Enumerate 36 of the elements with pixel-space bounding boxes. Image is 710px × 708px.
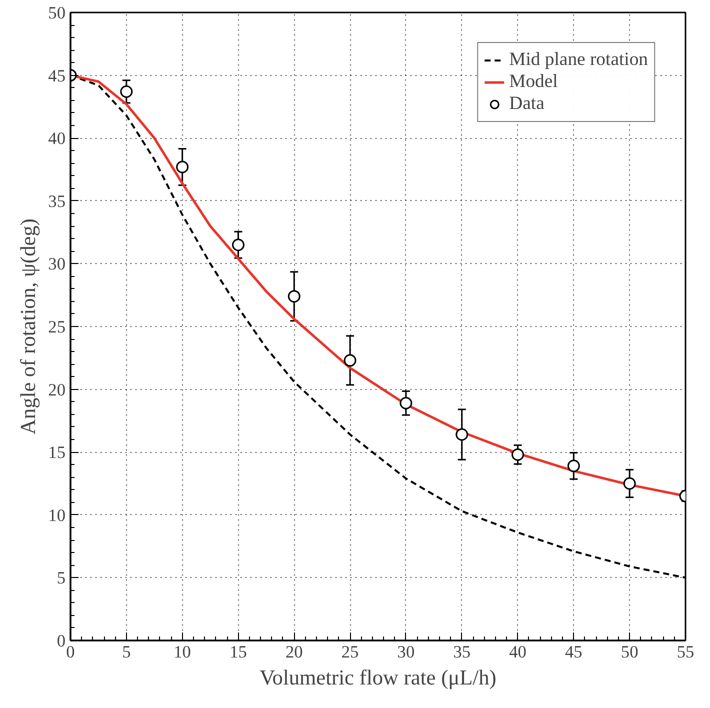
y-tick-label: 20 — [48, 380, 66, 400]
y-tick-label: 50 — [48, 4, 66, 22]
x-tick-label: 20 — [285, 642, 303, 662]
y-tick-label: 45 — [48, 66, 66, 86]
y-axis-title: Angle of rotation, ψ(deg) — [16, 218, 40, 434]
y-tick-label: 40 — [48, 129, 66, 148]
y-tick-label: 10 — [48, 506, 66, 525]
point — [567, 460, 580, 472]
x-tick-label: 45 — [565, 642, 582, 662]
y-tick-label: 30 — [48, 254, 66, 274]
x-tick-label: 30 — [397, 642, 415, 662]
x-tick-label: 25 — [341, 642, 359, 662]
x-tick-label: 15 — [230, 642, 247, 662]
legend-label: Data — [509, 93, 544, 115]
x-tick-label: 50 — [620, 642, 638, 662]
point — [623, 477, 636, 490]
x-axis-title: Volumetric flow rate (μL/h) — [260, 666, 496, 690]
legend-label: Mid plane rotation — [509, 49, 648, 71]
point — [288, 290, 300, 303]
x-tick-label: 10 — [174, 642, 191, 662]
point — [456, 428, 468, 441]
x-tick-label: 5 — [122, 642, 131, 662]
point — [232, 238, 244, 252]
y-tick-label: 35 — [48, 192, 66, 211]
y-tick-label: 25 — [48, 318, 66, 336]
point — [176, 160, 189, 174]
x-tick-label: 35 — [453, 642, 471, 662]
y-tick-label: 5 — [56, 568, 66, 588]
legend-label: Model — [509, 71, 558, 93]
point — [120, 85, 133, 98]
point — [344, 354, 356, 367]
y-tick-label: 15 — [48, 443, 66, 462]
point — [400, 396, 412, 410]
point — [512, 448, 524, 461]
x-tick-label: 40 — [509, 642, 526, 662]
x-tick-label: 55 — [676, 642, 694, 662]
